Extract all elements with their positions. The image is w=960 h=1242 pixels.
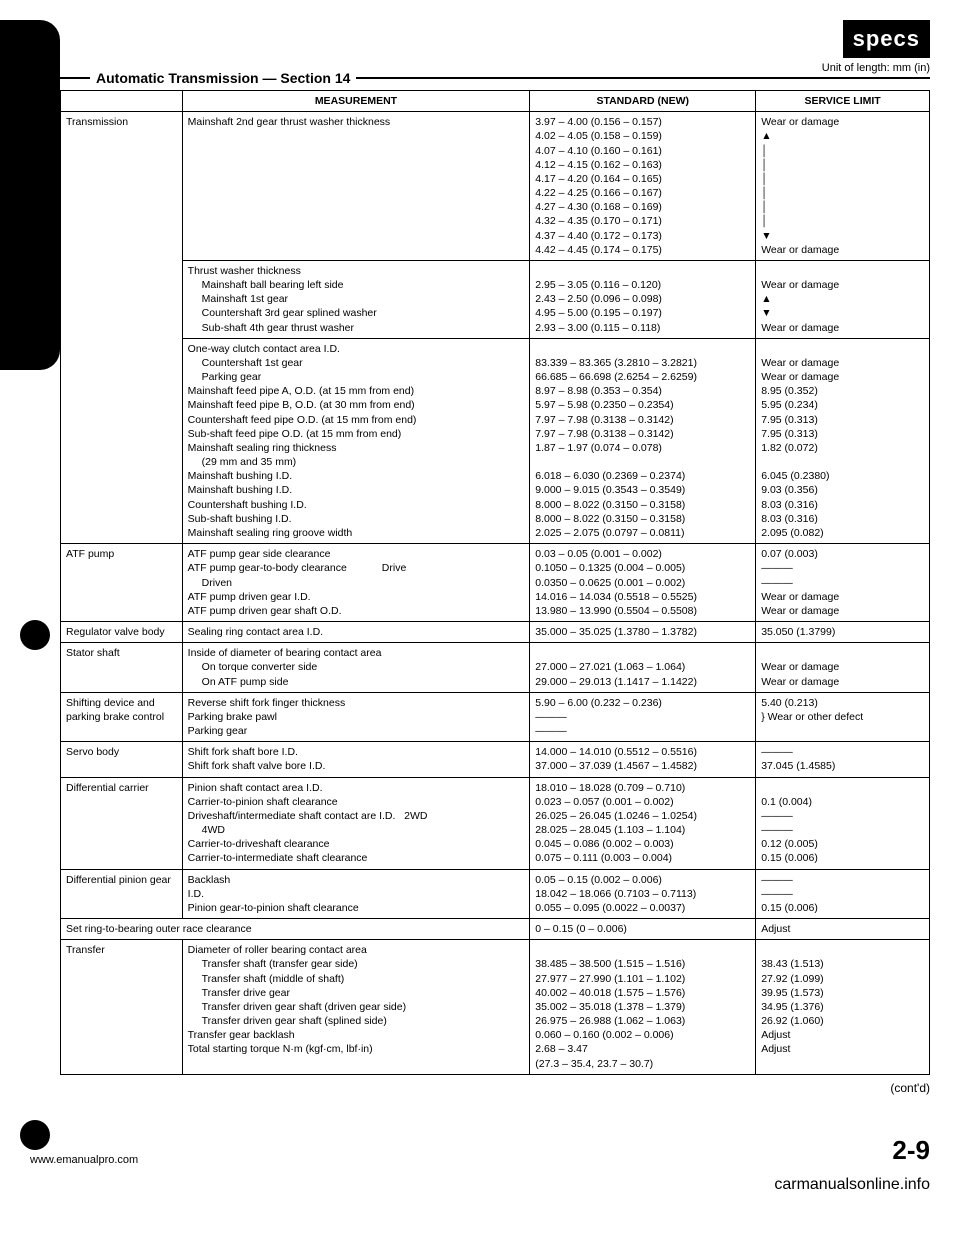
section-title: Automatic Transmission — Section 14 (60, 70, 930, 86)
cell-standard: 5.90 – 6.00 (0.232 – 0.236)—————— (530, 692, 756, 742)
cell-standard: 0.03 – 0.05 (0.001 – 0.002)0.1050 – 0.13… (530, 544, 756, 622)
cell-standard: 14.000 – 14.010 (0.5512 – 0.5516)37.000 … (530, 742, 756, 777)
cell-measure: One-way clutch contact area I.D.Counters… (182, 338, 530, 543)
page-number: 2-9 (892, 1135, 930, 1166)
cell-component: Servo body (61, 742, 183, 777)
section-title-text: Automatic Transmission — Section 14 (96, 70, 350, 86)
cell-component: Transmission (61, 112, 183, 544)
cell-measure: BacklashI.D.Pinion gear-to-pinion shaft … (182, 869, 530, 919)
cell-measure: Reverse shift fork finger thicknessParki… (182, 692, 530, 742)
cell-measure: Thrust washer thicknessMainshaft ball be… (182, 260, 530, 338)
specs-badge: specs (843, 20, 930, 58)
cell-component: Shifting device and parking brake contro… (61, 692, 183, 742)
cell-limit: Wear or damage▲▼Wear or damage (756, 260, 930, 338)
cell-limit: ———37.045 (1.4585) (756, 742, 930, 777)
cell-measure: Pinion shaft contact area I.D.Carrier-to… (182, 777, 530, 869)
cell-limit: 5.40 (0.213)} Wear or other defect (756, 692, 930, 742)
spec-table: MEASUREMENT STANDARD (NEW) SERVICE LIMIT… (60, 90, 930, 1075)
footer-url: www.emanualpro.com (30, 1154, 138, 1166)
cell-component: Differential pinion gear (61, 869, 183, 919)
cell-standard: 2.95 – 3.05 (0.116 – 0.120)2.43 – 2.50 (… (530, 260, 756, 338)
cell-limit: ——————0.15 (0.006) (756, 869, 930, 919)
cell-standard: 38.485 – 38.500 (1.515 – 1.516)27.977 – … (530, 940, 756, 1075)
footer: www.emanualpro.com 2-9 (0, 1135, 960, 1176)
cell-standard: 0 – 0.15 (0 – 0.006) (530, 919, 756, 940)
page: specs Unit of length: mm (in) Automatic … (0, 0, 960, 1105)
contd: (cont'd) (60, 1081, 930, 1095)
cell-component: Stator shaft (61, 643, 183, 693)
cell-limit: Wear or damageWear or damage8.95 (0.352)… (756, 338, 930, 543)
cell-component: ATF pump (61, 544, 183, 622)
cell-standard: 27.000 – 27.021 (1.063 – 1.064)29.000 – … (530, 643, 756, 693)
cell-component: Differential carrier (61, 777, 183, 869)
cell-limit: Wear or damageWear or damage (756, 643, 930, 693)
cell-limit: 0.07 (0.003)——————Wear or damageWear or … (756, 544, 930, 622)
cell-measure: Mainshaft 2nd gear thrust washer thickne… (182, 112, 530, 261)
th-component (61, 91, 183, 112)
cell-measure: ATF pump gear side clearanceATF pump gea… (182, 544, 530, 622)
cell-limit: 0.1 (0.004)——————0.12 (0.005)0.15 (0.006… (756, 777, 930, 869)
th-measure: MEASUREMENT (182, 91, 530, 112)
cell-limit: Adjust (756, 919, 930, 940)
cell-measure: Inside of diameter of bearing contact ar… (182, 643, 530, 693)
cell-limit: 35.050 (1.3799) (756, 622, 930, 643)
cell-standard: 18.010 – 18.028 (0.709 – 0.710)0.023 – 0… (530, 777, 756, 869)
cell-component: Transfer (61, 940, 183, 1075)
binder-hole (20, 1120, 50, 1150)
cell-standard: 0.05 – 0.15 (0.002 – 0.006)18.042 – 18.0… (530, 869, 756, 919)
cell-component: Regulator valve body (61, 622, 183, 643)
th-limit: SERVICE LIMIT (756, 91, 930, 112)
cell-standard: 3.97 – 4.00 (0.156 – 0.157)4.02 – 4.05 (… (530, 112, 756, 261)
cell-measure: Sealing ring contact area I.D. (182, 622, 530, 643)
cell-standard: 83.339 – 83.365 (3.2810 – 3.2821)66.685 … (530, 338, 756, 543)
unit-note: Unit of length: mm (in) (822, 62, 930, 74)
table-row-span: Set ring-to-bearing outer race clearance (61, 919, 530, 940)
th-standard: STANDARD (NEW) (530, 91, 756, 112)
cell-measure: Shift fork shaft bore I.D.Shift fork sha… (182, 742, 530, 777)
cell-limit: Wear or damage▲││││││▼Wear or damage (756, 112, 930, 261)
cell-limit: 38.43 (1.513)27.92 (1.099)39.95 (1.573)3… (756, 940, 930, 1075)
watermark: carmanualsonline.info (774, 1176, 930, 1193)
cell-standard: 35.000 – 35.025 (1.3780 – 1.3782) (530, 622, 756, 643)
cell-measure: Diameter of roller bearing contact areaT… (182, 940, 530, 1075)
